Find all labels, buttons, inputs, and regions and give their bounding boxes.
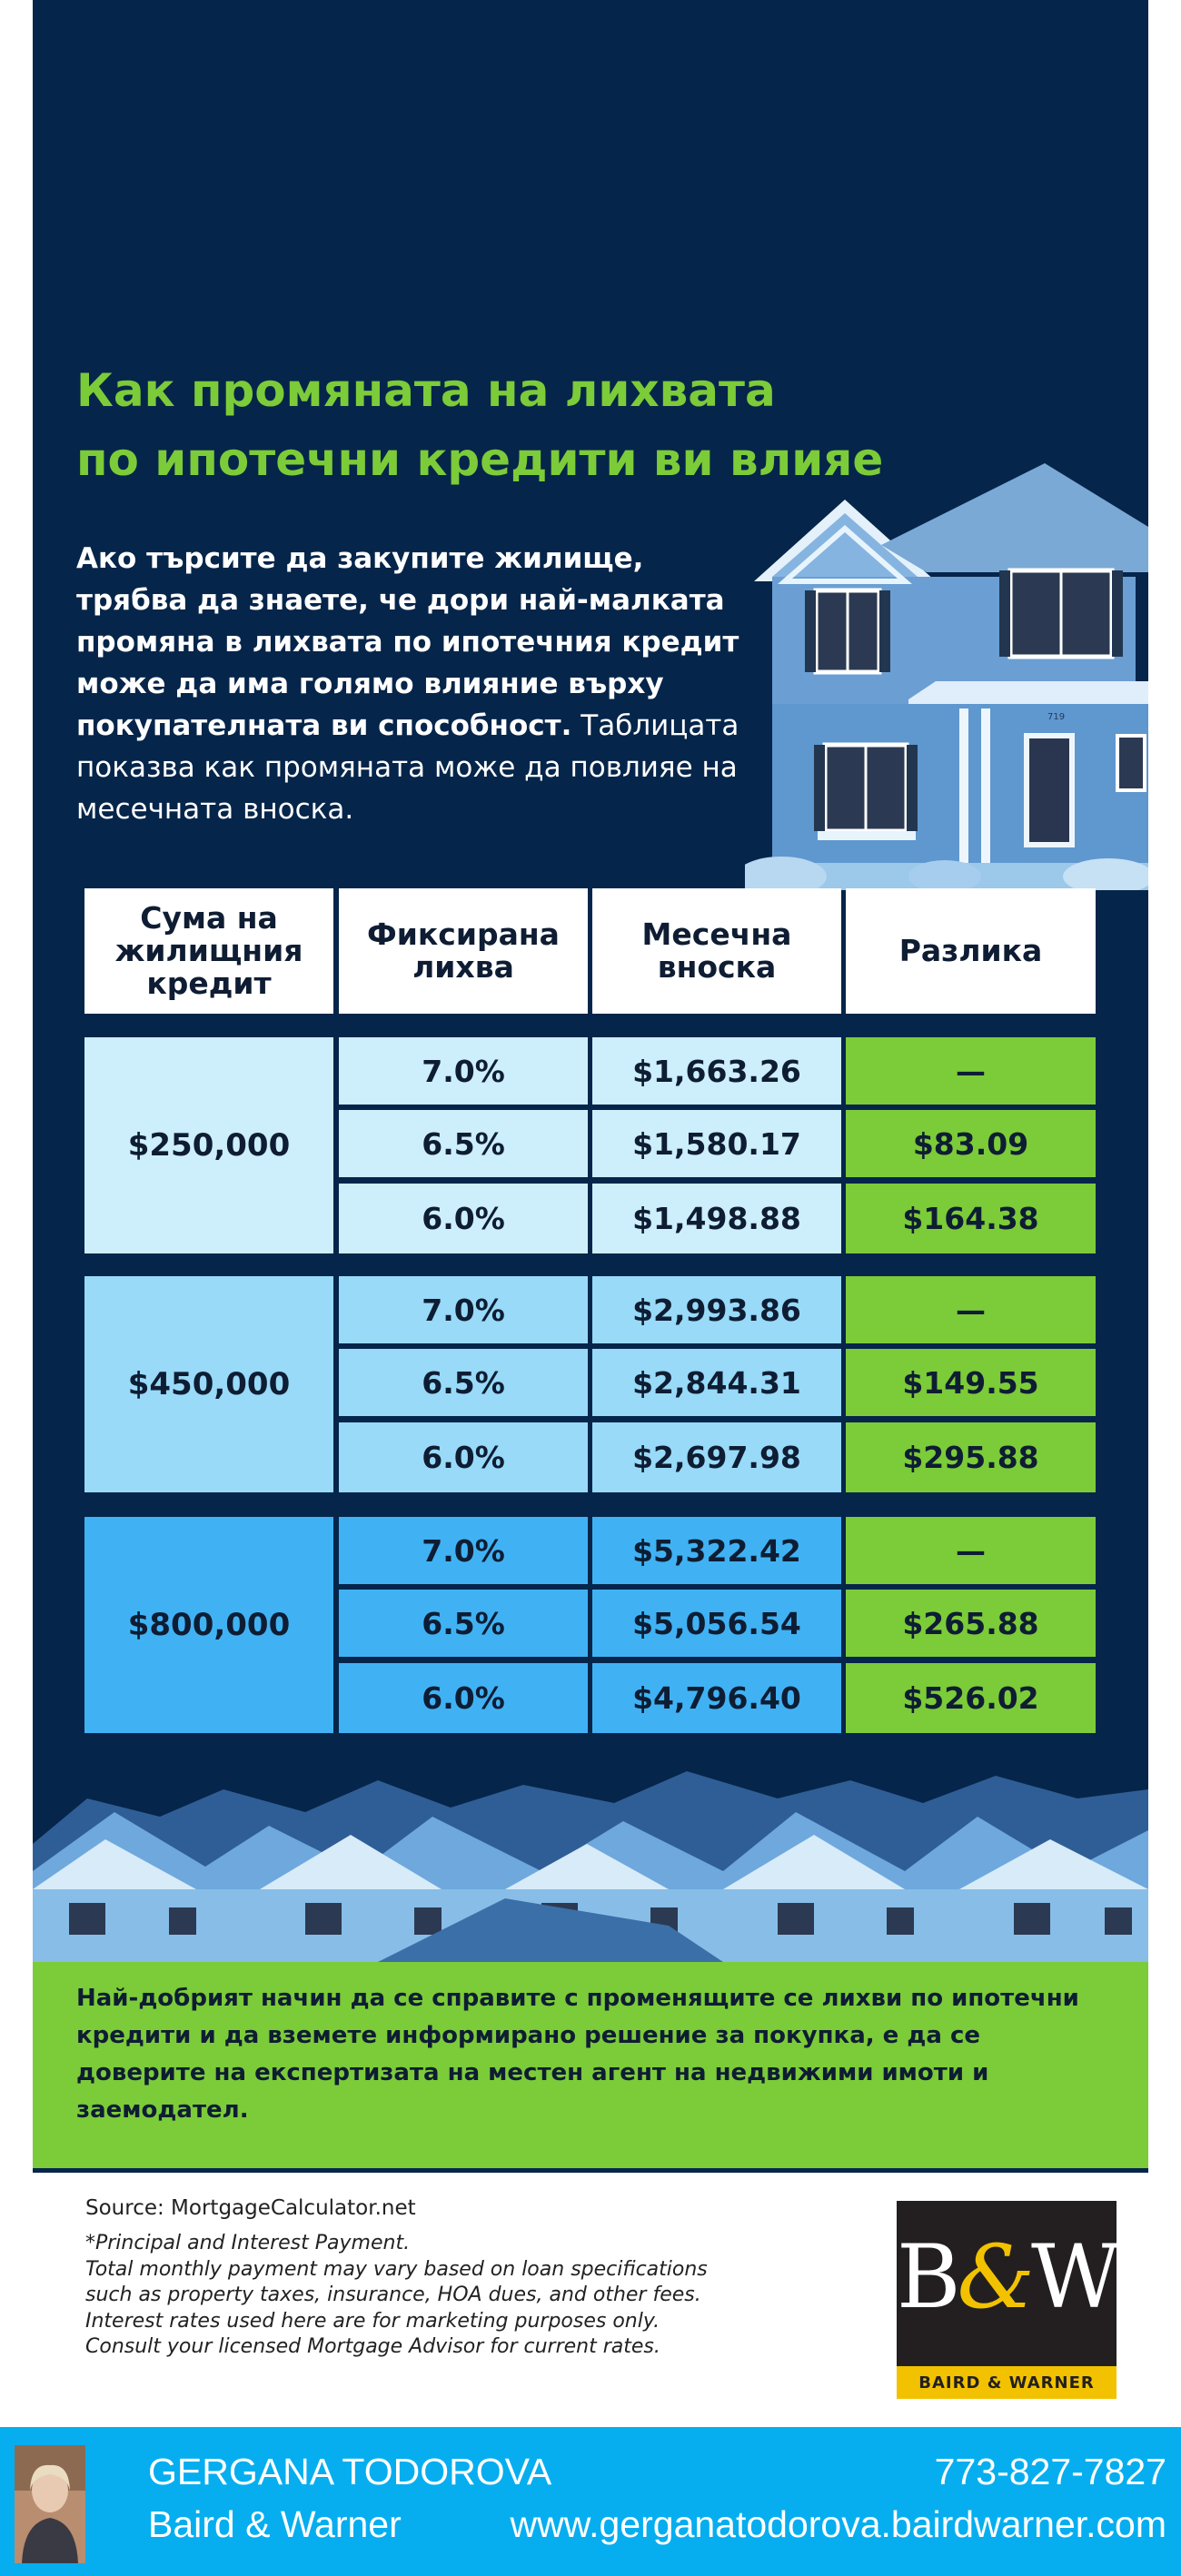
- payment-cell: $1,663.26: [592, 1037, 841, 1105]
- agent-photo: [15, 2445, 85, 2563]
- logo-tagline: BAIRD & WARNER: [897, 2366, 1116, 2399]
- rate-cell: 6.0%: [339, 1422, 588, 1492]
- agent-footer: GERGANA TODOROVA Baird & Warner 773-827-…: [0, 2427, 1181, 2576]
- rate-cell: 6.5%: [339, 1349, 588, 1416]
- difference-cell: $164.38: [846, 1184, 1096, 1253]
- agent-company: Baird & Warner: [148, 2503, 402, 2545]
- disclaimer-text: *Principal and Interest Payment. Total m…: [85, 2231, 903, 2361]
- disclaimer-line: *Principal and Interest Payment.: [85, 2232, 411, 2254]
- source-text: Source: MortgageCalculator.net: [85, 2196, 416, 2220]
- disclaimer-line: Total monthly payment may vary based on …: [85, 2257, 708, 2281]
- payment-cell: $2,697.98: [592, 1422, 841, 1492]
- intro-text: Ако търсите да закупите жилище, трябва д…: [76, 538, 749, 830]
- loan-amount-cell: $450,000: [84, 1276, 333, 1492]
- agent-name: GERGANA TODOROVA: [148, 2451, 552, 2492]
- house-illustration: 719: [745, 463, 1148, 890]
- payment-cell: $2,993.86: [592, 1276, 841, 1343]
- payment-cell: $1,580.17: [592, 1110, 841, 1177]
- intro-bold-text: Ако търсите да закупите жилище, трябва д…: [76, 542, 739, 742]
- loan-amount-cell: $250,000: [84, 1037, 333, 1253]
- difference-cell: $295.88: [846, 1422, 1096, 1492]
- rate-cell: 6.5%: [339, 1110, 588, 1177]
- disclaimer-line: Consult your licensed Mortgage Advisor f…: [85, 2335, 660, 2358]
- title-line-2: по ипотечни кредити ви влияе: [76, 433, 884, 486]
- payment-cell: $2,844.31: [592, 1349, 841, 1416]
- rate-cell: 7.0%: [339, 1517, 588, 1584]
- advice-text: Най-добрият начин да се справите с проме…: [76, 1985, 1079, 2124]
- header-loan-amount: Сума на жилищния кредит: [84, 888, 333, 1014]
- disclaimer-line: Interest rates used here are for marketi…: [85, 2309, 660, 2333]
- header-monthly-payment: Месечна вноска: [592, 888, 841, 1014]
- logo-monogram: B&W: [897, 2226, 1121, 2328]
- rate-cell: 6.0%: [339, 1184, 588, 1253]
- page-title: Как промяната на лихвата по ипотечни кре…: [76, 356, 985, 494]
- difference-cell: —: [846, 1517, 1096, 1584]
- agent-phone[interactable]: 773-827-7827: [934, 2451, 1166, 2492]
- difference-cell: $149.55: [846, 1349, 1096, 1416]
- difference-cell: $526.02: [846, 1663, 1096, 1733]
- difference-cell: $83.09: [846, 1110, 1096, 1177]
- difference-cell: —: [846, 1037, 1096, 1105]
- disclaimer-line: such as property taxes, insurance, HOA d…: [85, 2284, 701, 2306]
- rate-cell: 7.0%: [339, 1276, 588, 1343]
- payment-cell: $4,796.40: [592, 1663, 841, 1733]
- advice-band: Най-добрият начин да се справите с проме…: [33, 1962, 1148, 2173]
- payment-cell: $5,322.42: [592, 1517, 841, 1584]
- rate-cell: 7.0%: [339, 1037, 588, 1105]
- difference-cell: $265.88: [846, 1590, 1096, 1657]
- payment-cell: $5,056.54: [592, 1590, 841, 1657]
- baird-warner-logo: B&W BAIRD & WARNER: [897, 2201, 1121, 2399]
- agent-website-link[interactable]: www.gergana­todorova.bairdwarner.com: [510, 2503, 1166, 2545]
- svg-text:719: 719: [1047, 712, 1065, 722]
- rate-cell: 6.0%: [339, 1663, 588, 1733]
- difference-cell: —: [846, 1276, 1096, 1343]
- loan-amount-cell: $800,000: [84, 1517, 333, 1733]
- intro-regular-text: Таблицата показва как промяната може да …: [76, 709, 739, 826]
- title-line-1: Как промяната на лихвата: [76, 364, 776, 417]
- rate-cell: 6.5%: [339, 1590, 588, 1657]
- header-fixed-rate: Фиксирана лихва: [339, 888, 588, 1014]
- header-difference: Разлика: [846, 888, 1096, 1014]
- payment-cell: $1,498.88: [592, 1184, 841, 1253]
- neighborhood-illustration: [33, 1762, 1148, 1962]
